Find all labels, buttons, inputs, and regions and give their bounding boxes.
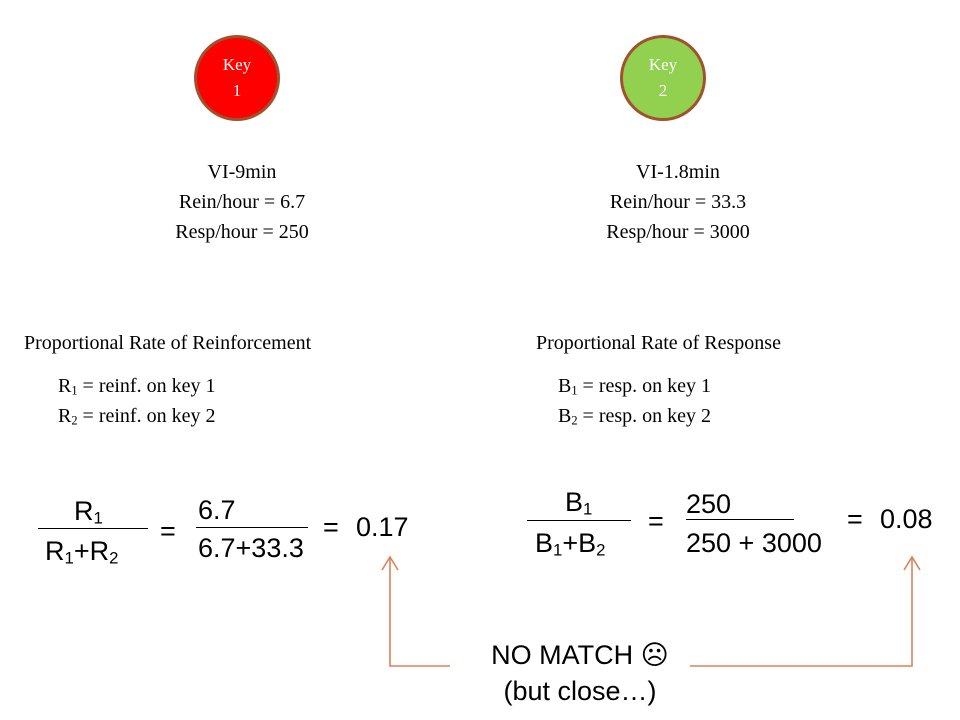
left-fraction-bar <box>38 528 148 529</box>
right-def-row: B2 = resp. on key 2 <box>558 405 712 428</box>
key-2-number: 2 <box>658 81 668 100</box>
right-arrow-line <box>690 557 913 667</box>
but-close-text: (but close…) <box>503 676 657 706</box>
left-heading: Proportional Rate of Reinforcement <box>24 332 312 354</box>
right-heading: Proportional Rate of Response <box>536 332 781 354</box>
right-equals: = <box>648 506 664 536</box>
left-def-row: R2 = reinf. on key 2 <box>58 405 216 428</box>
right-value-numerator: 250 <box>686 489 732 519</box>
left-result: 0.17 <box>356 512 409 542</box>
key-1-number: 1 <box>232 81 242 100</box>
right-definitions: B1 = resp. on key 1 B2 = resp. on key 2 <box>558 371 711 431</box>
key-2-circle: Key 2 <box>620 35 706 121</box>
right-def-row: B1 = resp. on key 1 <box>558 375 712 398</box>
left-value-numerator: 6.7 <box>198 495 236 525</box>
left-schedule-name: VI-9min <box>207 161 277 183</box>
right-value-bar <box>686 519 794 520</box>
no-match-text: NO MATCH ☹ <box>491 640 669 670</box>
left-schedule-resp: Resp/hour = 250 <box>175 221 309 243</box>
right-schedule-name: VI-1.8min <box>636 161 720 183</box>
left-formula-numerator: R1 <box>74 496 103 528</box>
right-schedule-resp: Resp/hour = 3000 <box>606 221 750 243</box>
left-value-bar <box>196 527 308 528</box>
conclusion: NO MATCH ☹ (but close…) <box>450 637 710 709</box>
right-formula-denominator: B1+B2 <box>535 528 606 560</box>
left-arrow-line <box>389 557 450 667</box>
right-schedule-rein: Rein/hour = 33.3 <box>609 191 747 213</box>
left-arrow-head <box>381 555 399 571</box>
left-definitions: R1 = reinf. on key 1 R2 = reinf. on key … <box>58 371 215 431</box>
key-1-label: Key <box>222 55 252 74</box>
right-fraction-bar <box>527 520 631 521</box>
left-schedule: VI-9min Rein/hour = 6.7 Resp/hour = 250 <box>102 157 382 247</box>
key-1-circle: Key 1 <box>194 35 280 121</box>
left-equals: = <box>160 516 176 546</box>
left-value-denominator: 6.7+33.3 <box>198 533 304 563</box>
right-result: 0.08 <box>880 504 933 534</box>
right-equals-2: = <box>847 504 863 534</box>
right-formula-numerator: B1 <box>565 487 593 519</box>
right-value-denominator: 250 + 3000 <box>686 528 822 558</box>
right-schedule: VI-1.8min Rein/hour = 33.3 Resp/hour = 3… <box>538 157 818 247</box>
key-2-label: Key <box>648 55 678 74</box>
left-schedule-rein: Rein/hour = 6.7 <box>178 191 306 213</box>
left-def-row: R1 = reinf. on key 1 <box>58 375 216 398</box>
right-arrow-head <box>903 555 921 571</box>
left-formula-denominator: R1+R2 <box>45 536 119 568</box>
left-equals-2: = <box>323 512 339 542</box>
